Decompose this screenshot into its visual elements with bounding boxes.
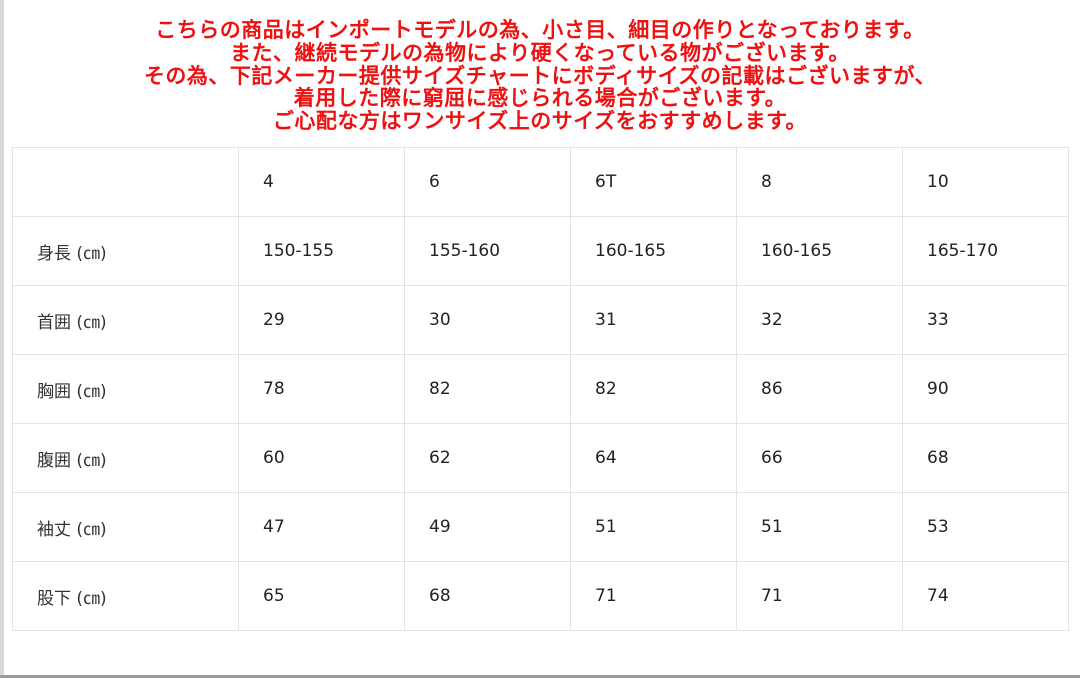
- table-row: 首囲 (㎝) 29 30 31 32 33: [12, 285, 1069, 355]
- row-label-cell: 首囲 (㎝): [12, 285, 239, 355]
- measurement-cell: 82: [570, 354, 737, 424]
- measurement-cell: 71: [736, 561, 903, 631]
- left-edge: [0, 0, 4, 678]
- measurement-cell: 150-155: [238, 216, 405, 286]
- row-label-cell: 胸囲 (㎝): [12, 354, 239, 424]
- notice-line: 着用した際に窮屈に感じられる場合がございます。: [293, 86, 787, 111]
- table-row: 袖丈 (㎝) 47 49 51 51 53: [12, 492, 1069, 562]
- measurement-cell: 155-160: [404, 216, 571, 286]
- notice-line: その為、下記メーカー提供サイズチャートにボディサイズの記載はございますが、: [143, 63, 937, 88]
- measurement-cell: 165-170: [902, 216, 1069, 286]
- notice-line: こちらの商品はインポートモデルの為、小さ目、細目の作りとなっております。: [155, 18, 925, 42]
- row-label-cell: 身長 (㎝): [12, 216, 239, 286]
- measurement-cell: 51: [570, 492, 737, 562]
- measurement-cell: 68: [404, 561, 571, 631]
- table-row: 腹囲 (㎝) 60 62 64 66 68: [12, 423, 1069, 493]
- size-chart-table: 4 6 6T 8 10 身長 (㎝) 150-155 155-160 160-165 160-16…: [12, 147, 1069, 631]
- measurement-cell: 82: [404, 354, 571, 424]
- size-header-cell: 10: [902, 147, 1069, 217]
- measurement-cell: 160-165: [570, 216, 737, 286]
- measurement-cell: 31: [570, 285, 737, 355]
- measurement-cell: 160-165: [736, 216, 903, 286]
- notice-line: ご心配な方はワンサイズ上のサイズをおすすめします。: [272, 109, 808, 134]
- row-label-cell: 袖丈 (㎝): [12, 492, 239, 562]
- measurement-cell: 78: [238, 354, 405, 424]
- measurement-cell: 47: [238, 492, 405, 562]
- table-row: 股下 (㎝) 65 68 71 71 74: [12, 561, 1069, 631]
- measurement-cell: 68: [902, 423, 1069, 493]
- size-header-cell: 4: [238, 147, 405, 217]
- row-label-cell: [12, 147, 239, 217]
- row-label-cell: 股下 (㎝): [12, 561, 239, 631]
- measurement-cell: 64: [570, 423, 737, 493]
- notice-line: また、継続モデルの為物により硬くなっている物がございます。: [230, 40, 850, 65]
- size-header-cell: 6: [404, 147, 571, 217]
- size-header-cell: 6T: [570, 147, 737, 217]
- measurement-cell: 62: [404, 423, 571, 493]
- size-header-cell: 8: [736, 147, 903, 217]
- table-row: 身長 (㎝) 150-155 155-160 160-165 160-165 165-17…: [12, 216, 1069, 286]
- measurement-cell: 74: [902, 561, 1069, 631]
- measurement-cell: 49: [404, 492, 571, 562]
- header-row: 4 6 6T 8 10: [12, 147, 1069, 217]
- measurement-cell: 66: [736, 423, 903, 493]
- measurement-cell: 90: [902, 354, 1069, 424]
- measurement-cell: 60: [238, 423, 405, 493]
- import-model-notice: こちらの商品はインポートモデルの為、小さ目、細目の作りとなっております。 また、…: [0, 19, 1080, 133]
- table-row: 胸囲 (㎝) 78 82 82 86 90: [12, 354, 1069, 424]
- measurement-cell: 29: [238, 285, 405, 355]
- measurement-cell: 86: [736, 354, 903, 424]
- measurement-cell: 30: [404, 285, 571, 355]
- measurement-cell: 65: [238, 561, 405, 631]
- measurement-cell: 33: [902, 285, 1069, 355]
- measurement-cell: 53: [902, 492, 1069, 562]
- measurement-cell: 32: [736, 285, 903, 355]
- row-label-cell: 腹囲 (㎝): [12, 423, 239, 493]
- bottom-edge: [0, 675, 1080, 678]
- measurement-cell: 71: [570, 561, 737, 631]
- measurement-cell: 51: [736, 492, 903, 562]
